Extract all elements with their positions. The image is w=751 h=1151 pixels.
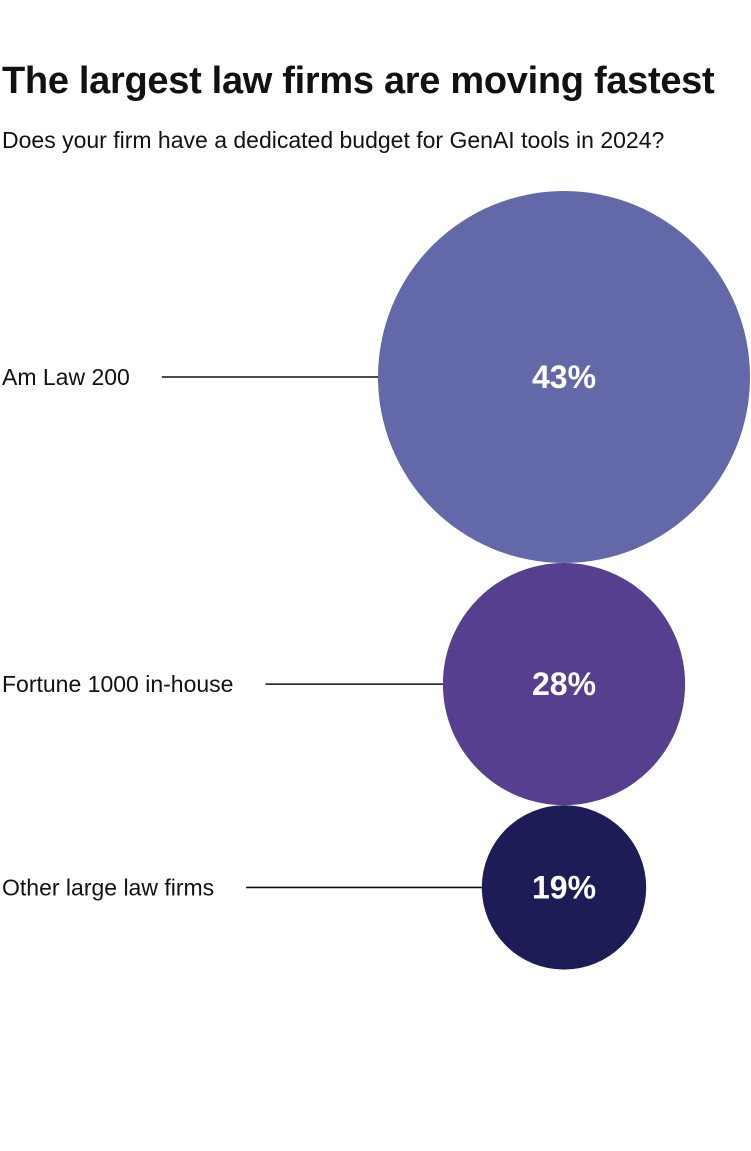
category-label-other-large-law-firms: Other large law firms (2, 874, 214, 900)
category-label-am-law-200: Am Law 200 (2, 364, 130, 390)
category-label-fortune-1000-in-house: Fortune 1000 in-house (2, 671, 233, 697)
value-label-am-law-200: 43% (532, 359, 596, 395)
bubble-other-large-law-firms (481, 805, 647, 970)
value-label-fortune-1000-in-house: 28% (532, 666, 596, 702)
bubble-fortune-1000-in-house (442, 563, 686, 806)
chart-title: The largest law firms are moving fastest (2, 60, 715, 102)
chart-subtitle: Does your firm have a dedicated budget f… (2, 127, 665, 153)
bubble-am-law-200 (378, 191, 750, 563)
value-label-other-large-law-firms: 19% (532, 869, 596, 905)
